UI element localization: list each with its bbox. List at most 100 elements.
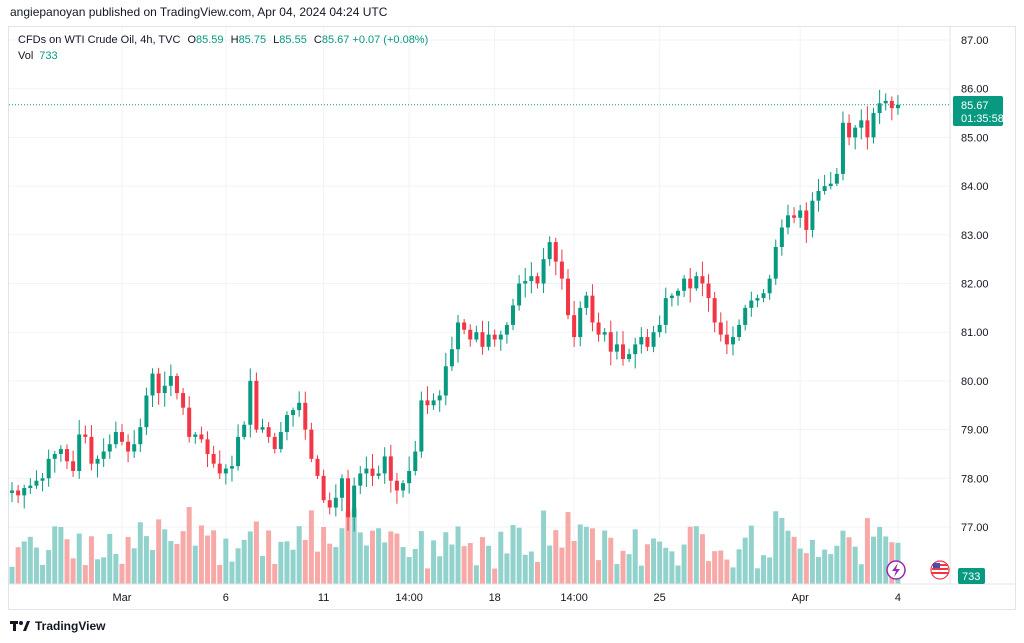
high-value: 85.75 [238,34,267,46]
candle-down [16,490,21,496]
volume-bar [754,568,760,584]
volume-bar [449,544,455,584]
volume-bar [687,526,693,584]
candle-down [596,322,601,335]
candle-up [401,483,406,491]
chart-frame[interactable] [8,26,1016,610]
volume-bar [706,561,712,584]
volume-bar [467,543,473,584]
candle-down [303,402,308,430]
last-price-label: 85.67 [961,100,989,112]
candle-up [168,376,173,386]
publish-info: angiepanoyan published on TradingView.co… [10,5,388,19]
volume-bar [565,512,571,584]
volume-bar [779,517,785,584]
candle-up [798,210,803,218]
volume-bar [791,536,797,584]
volume-bars [9,506,901,584]
candle-up [657,324,662,333]
candle-up [761,293,766,299]
volume-bar [614,564,620,584]
volume-bar [186,506,192,584]
candle-up [547,242,552,260]
candle-up [859,120,864,128]
volume-bar [418,531,424,584]
volume-bar [871,536,877,584]
volume-bar [822,549,828,584]
candle-down [89,436,94,464]
volume-bar [852,546,858,584]
candle-up [584,295,589,308]
bar-countdown-label: 01:35:58 [961,113,1004,125]
volume-bar [253,521,259,584]
volume-bar [797,548,803,584]
x-tick-label: 4 [895,592,901,604]
volume-bar [816,556,822,584]
volume-bar [651,538,657,584]
volume-bar [40,564,46,584]
volume-bar [785,530,791,584]
candle-up [376,473,381,476]
candle-up [113,432,118,445]
candle-down [388,456,393,481]
candle-up [333,497,338,508]
candle-up [541,259,546,284]
volume-bar [608,537,614,584]
us-flag-icon[interactable] [930,560,950,580]
candle-up [682,278,687,291]
volume-bar [21,541,27,584]
volume-bar [712,551,718,584]
volume-bar [308,510,314,584]
y-tick-label: 77.00 [961,522,989,534]
candle-down [688,278,693,289]
candle-up [639,337,644,345]
candle-up [517,283,522,306]
volume-bar [406,557,412,584]
volume-bar [773,511,779,584]
brand-label: TradingView [35,619,106,633]
volume-bar [504,553,510,584]
candle-up [260,427,265,430]
volume-bar [64,539,70,584]
volume-bar [571,540,577,584]
volume-bar [437,556,443,584]
volume-bar [46,550,52,584]
volume-bar [669,551,675,584]
volume-bar [632,529,638,584]
volume-bar [211,530,217,584]
volume-bar [657,541,663,584]
candle-down [309,429,314,459]
volume-bar [333,547,339,584]
candle-up [767,278,772,294]
footer-brand[interactable]: TradingView [10,619,105,633]
candle-up [107,444,112,452]
candle-down [718,322,723,335]
volume-bar [681,544,687,584]
volume-bar [76,533,82,584]
candle-up [297,402,302,411]
volume-bar [577,524,583,584]
volume-bar [809,539,815,584]
volume-bar [626,554,632,584]
candle-up [419,400,424,452]
candle-up [46,458,51,479]
volume-bar [9,566,15,584]
candle-down [71,461,76,471]
high-label: H [230,34,239,46]
candle-down [712,298,717,323]
volume-bar [834,545,840,584]
candle-down [272,436,277,450]
volume-bar [394,533,400,584]
volume-bar [229,561,235,584]
candle-up [236,436,241,467]
y-tick-label: 86.00 [961,84,989,96]
volume-bar [27,536,33,584]
candle-up [132,444,137,452]
lightning-icon[interactable] [886,560,906,580]
candle-up [34,480,39,486]
volume-bar [290,549,296,584]
time-axis: Mar 6 11 14:00 18 14:00 25 Apr 4 [9,583,1015,604]
volume-bar [369,530,375,584]
volume-bar [284,541,290,584]
